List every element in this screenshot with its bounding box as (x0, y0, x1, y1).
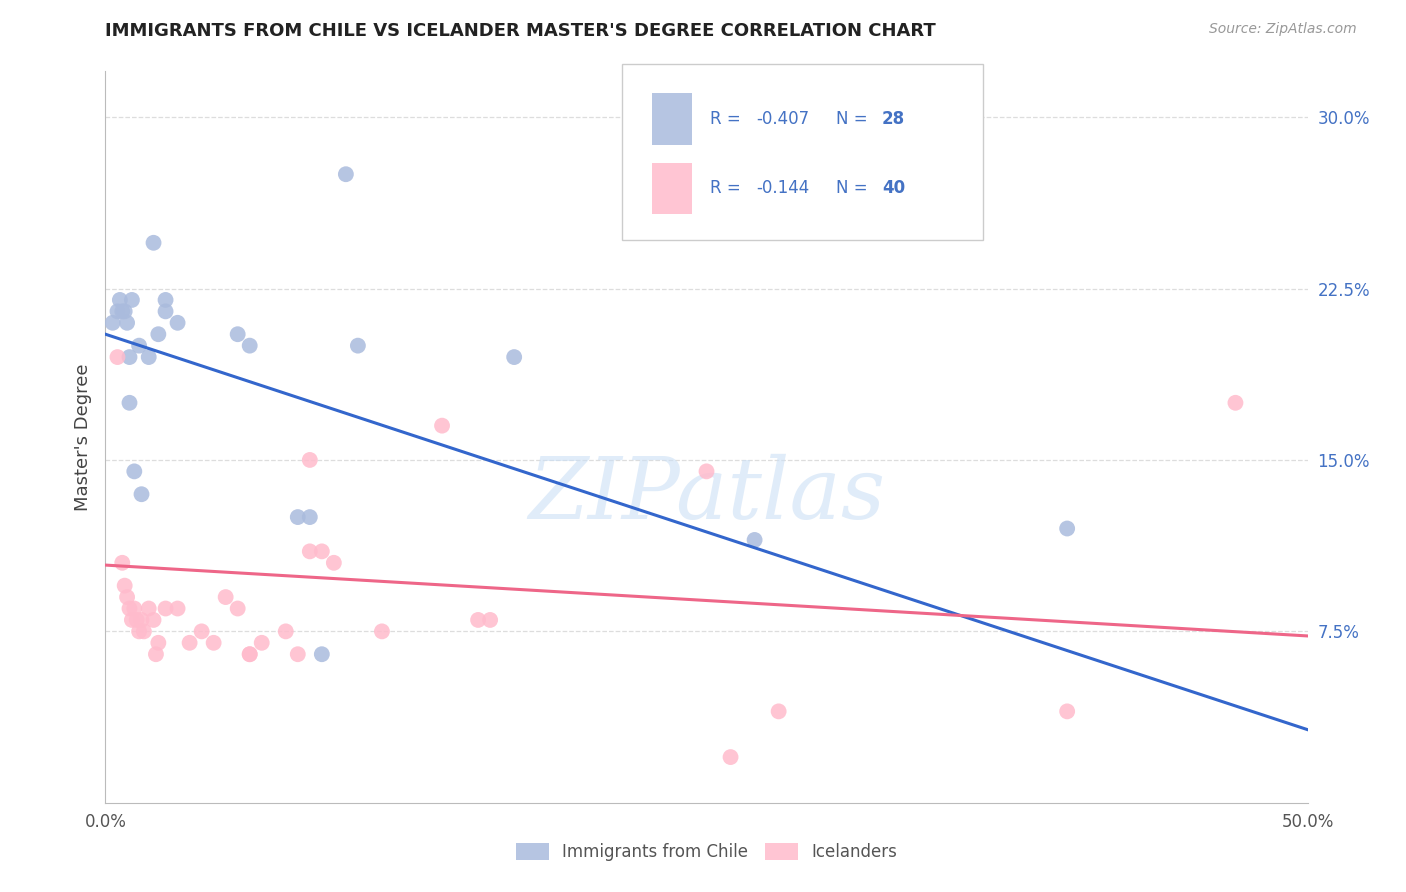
Point (111, 556, 134, 570)
Point (347, 338, 370, 352)
Point (114, 579, 136, 593)
Point (467, 613, 489, 627)
Point (322, 556, 344, 570)
Text: IMMIGRANTS FROM CHILE VS ICELANDER MASTER'S DEGREE CORRELATION CHART: IMMIGRANTS FROM CHILE VS ICELANDER MASTE… (105, 22, 936, 40)
Point (371, 624, 394, 639)
Point (148, 327, 170, 342)
Text: -0.407: -0.407 (756, 110, 808, 128)
Point (121, 293, 143, 307)
Point (768, 705, 790, 719)
Point (118, 396, 141, 410)
Point (131, 613, 153, 627)
Point (311, 544, 333, 558)
Y-axis label: Master's Degree: Master's Degree (73, 363, 91, 511)
Point (274, 624, 297, 639)
Point (214, 590, 236, 604)
Point (125, 613, 148, 627)
Point (226, 601, 249, 615)
Point (298, 544, 321, 558)
Text: R =: R = (710, 110, 747, 128)
Point (190, 624, 212, 639)
Point (720, 750, 742, 764)
Point (145, 647, 167, 661)
Point (138, 601, 160, 615)
Point (179, 636, 201, 650)
Point (118, 350, 141, 364)
Text: -0.144: -0.144 (756, 179, 808, 197)
Point (101, 316, 124, 330)
Point (1225, 396, 1247, 410)
Point (311, 647, 333, 661)
Point (298, 453, 321, 467)
Point (128, 624, 150, 639)
Point (107, 304, 129, 318)
Point (114, 304, 136, 318)
Point (107, 350, 129, 364)
Point (118, 601, 141, 615)
Point (115, 590, 138, 604)
Point (155, 601, 177, 615)
Point (298, 510, 321, 524)
Point (148, 636, 170, 650)
Point (121, 613, 143, 627)
Point (132, 624, 155, 639)
Point (239, 647, 262, 661)
Text: 28: 28 (882, 110, 905, 128)
Text: N =: N = (837, 179, 873, 197)
Point (239, 338, 262, 352)
Bar (652, 94, 692, 145)
Point (142, 235, 165, 250)
Point (744, 533, 766, 547)
Point (250, 636, 273, 650)
FancyBboxPatch shape (623, 64, 983, 240)
Point (124, 601, 146, 615)
Point (108, 293, 131, 307)
Point (696, 464, 718, 478)
Point (1056, 521, 1078, 535)
Text: ZIPatlas: ZIPatlas (527, 454, 886, 537)
Point (155, 304, 177, 318)
Point (124, 464, 146, 478)
Point (226, 327, 249, 342)
Point (155, 293, 177, 307)
Point (166, 316, 188, 330)
Point (202, 636, 225, 650)
Point (430, 418, 453, 433)
Point (142, 613, 165, 627)
Point (111, 304, 134, 318)
Text: R =: R = (710, 179, 747, 197)
Point (131, 487, 153, 501)
Point (115, 316, 138, 330)
Point (166, 601, 188, 615)
Point (335, 167, 357, 181)
Legend: Immigrants from Chile, Icelanders: Immigrants from Chile, Icelanders (509, 836, 904, 868)
Text: 40: 40 (882, 179, 905, 197)
Bar (652, 162, 692, 214)
Point (287, 647, 309, 661)
Point (1056, 705, 1078, 719)
Point (479, 613, 502, 627)
Point (239, 647, 262, 661)
Point (128, 338, 150, 352)
Text: Source: ZipAtlas.com: Source: ZipAtlas.com (1209, 22, 1357, 37)
Point (138, 350, 160, 364)
Point (503, 350, 526, 364)
Point (287, 510, 309, 524)
Text: N =: N = (837, 110, 873, 128)
